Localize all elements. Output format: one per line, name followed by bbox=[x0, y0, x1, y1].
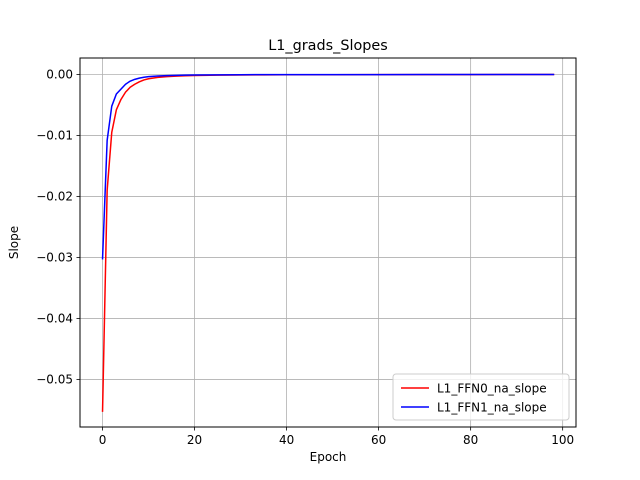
y-tick-label: −0.03 bbox=[36, 251, 73, 265]
chart-title: L1_grads_Slopes bbox=[268, 38, 388, 54]
y-tick-label: −0.02 bbox=[36, 190, 73, 204]
y-tick-label: −0.01 bbox=[36, 129, 73, 143]
legend-label: L1_FFN0_na_slope bbox=[437, 381, 547, 395]
x-axis-label: Epoch bbox=[310, 450, 347, 464]
legend: L1_FFN0_na_slope L1_FFN1_na_slope bbox=[392, 373, 570, 421]
x-tick-label: 0 bbox=[99, 433, 107, 447]
y-tick-label: −0.04 bbox=[36, 312, 73, 326]
plot-series bbox=[101, 73, 555, 412]
legend-label: L1_FFN1_na_slope bbox=[437, 400, 547, 414]
x-tick-label: 100 bbox=[551, 433, 574, 447]
x-tick-label: 40 bbox=[279, 433, 294, 447]
axes-frame bbox=[79, 57, 577, 428]
axis-ticks: 0 20 40 60 80 100 −0.05 −0.04 −0.03 −0.02 −0.01 0.0… bbox=[36, 68, 574, 447]
series-line-ffn1 bbox=[101, 73, 555, 260]
x-tick-label: 20 bbox=[187, 433, 202, 447]
y-tick-label: 0.00 bbox=[46, 68, 73, 82]
x-tick-label: 80 bbox=[463, 433, 478, 447]
y-tick-label: −0.05 bbox=[36, 373, 73, 387]
y-axis-label: Slope bbox=[7, 226, 21, 259]
legend-box bbox=[392, 373, 570, 421]
x-tick-label: 60 bbox=[371, 433, 386, 447]
grid bbox=[80, 58, 576, 427]
